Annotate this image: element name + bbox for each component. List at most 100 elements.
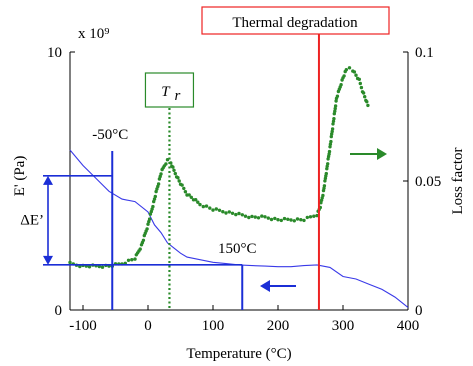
series-layer: [68, 66, 409, 308]
loss-factor-point: [214, 207, 218, 211]
y-left-axis-title: E' (Pa): [12, 156, 28, 197]
y-right-tick-label: 0: [415, 303, 423, 319]
loss-factor-point: [138, 247, 142, 251]
loss-factor-point: [326, 162, 330, 166]
loss-factor-point: [172, 168, 176, 172]
loss-factor-point: [269, 217, 274, 222]
loss-factor-point: [240, 213, 244, 217]
annotation-layer: [43, 6, 390, 310]
loss-factor-point: [243, 214, 248, 218]
x-tick-label: 400: [397, 318, 420, 334]
loss-factor-point: [329, 139, 333, 144]
loss-factor-point: [263, 215, 267, 219]
loss-factor-point: [331, 119, 336, 124]
loss-factor-point: [152, 197, 157, 201]
loss-factor-point: [299, 218, 303, 222]
loss-factor-point: [159, 172, 163, 176]
loss-factor-point: [347, 66, 352, 70]
loss-factor-point: [182, 186, 186, 191]
loss-factor-point: [322, 184, 327, 188]
loss-factor-point: [126, 258, 131, 262]
delta-e-arrowhead-down: [43, 255, 53, 265]
loss-factor-point: [173, 171, 177, 176]
loss-factor-point: [87, 265, 92, 269]
loss-factor-point: [221, 210, 225, 214]
loss-factor-point: [333, 104, 338, 108]
loss-factor-point: [177, 179, 181, 183]
loss-factor-point: [333, 106, 337, 111]
loss-factor-point: [335, 94, 340, 98]
loss-factor-point: [305, 215, 309, 220]
loss-factor-point: [327, 152, 331, 156]
loss-factor-point: [266, 216, 270, 220]
loss-factor-point: [324, 171, 328, 176]
loss-factor-point: [315, 213, 319, 218]
loss-factor-point: [146, 222, 150, 226]
delta-e-label: ΔE’: [20, 212, 44, 228]
loss-factor-point: [153, 194, 157, 199]
loss-factor-point: [260, 214, 264, 218]
loss-factor-point: [292, 219, 296, 223]
text-layer: -100 0 100 200 300 40001000.050.1Temperature …: [12, 15, 466, 362]
storage-modulus-line: [69, 149, 409, 308]
loss-factor-point: [154, 189, 158, 194]
loss-factor-point: [208, 206, 212, 210]
minus50-label: -50°C: [92, 127, 128, 143]
tr-label-box: [144, 72, 195, 108]
loss-factor-point: [201, 204, 205, 209]
x-tick-label: 100: [202, 318, 225, 334]
loss-factor-point: [279, 218, 283, 223]
loss-factor-point: [68, 260, 72, 265]
loss-factor-point: [339, 83, 343, 87]
loss-factor-point: [286, 217, 290, 221]
loss-factor-point: [187, 193, 191, 197]
x-tick-label: 300: [332, 318, 355, 334]
loss-factor-point: [312, 214, 316, 218]
loss-factor-point: [176, 176, 180, 180]
loss-factor-point: [151, 204, 155, 209]
left-axis-arrowhead: [260, 280, 270, 292]
loss-factor-point: [171, 165, 175, 169]
loss-factor-point: [230, 211, 235, 215]
loss-factor-point: [358, 81, 362, 86]
loss-factor-point: [273, 216, 277, 221]
y-right-axis-title: Loss factor: [450, 147, 466, 214]
loss-factor-point: [333, 109, 337, 113]
loss-factor-point: [354, 73, 358, 77]
loss-factor-point: [357, 77, 361, 82]
loss-factor-point: [344, 68, 348, 72]
x-axis-title: Temperature (°C): [186, 346, 291, 362]
loss-factor-point: [365, 100, 369, 104]
loss-factor-point: [145, 227, 149, 231]
loss-factor-point: [180, 183, 184, 187]
degradation-label-box: [201, 6, 390, 35]
loss-factor-point: [204, 204, 209, 208]
loss-factor-point: [133, 257, 137, 261]
loss-factor-point: [330, 127, 335, 131]
loss-factor-point: [156, 182, 161, 186]
loss-factor-point: [295, 217, 300, 221]
left-axis-multiplier: x 10⁹: [78, 26, 109, 42]
tr-subscript: r: [174, 88, 180, 104]
loss-factor-point: [352, 70, 357, 74]
loss-factor-point: [321, 193, 325, 198]
loss-factor-point: [250, 214, 254, 219]
degradation-label: Thermal degradation: [232, 15, 358, 31]
loss-factor-point: [196, 200, 200, 204]
plus150-label: 150°C: [218, 241, 257, 257]
loss-factor-point: [211, 208, 215, 212]
loss-factor-point: [332, 117, 336, 121]
x-tick-label: -100: [69, 318, 97, 334]
loss-factor-point: [308, 215, 313, 219]
loss-factor-point: [282, 216, 287, 221]
loss-factor-point: [253, 215, 257, 219]
loss-factor-point: [194, 198, 198, 202]
loss-factor-point: [141, 238, 146, 242]
x-tick-label: 0: [144, 318, 152, 334]
loss-factor-point: [331, 122, 335, 126]
loss-factor-point: [276, 218, 280, 222]
loss-factor-point: [330, 129, 334, 134]
y-left-tick-label: 10: [47, 45, 62, 61]
tr-label: T: [161, 84, 171, 100]
